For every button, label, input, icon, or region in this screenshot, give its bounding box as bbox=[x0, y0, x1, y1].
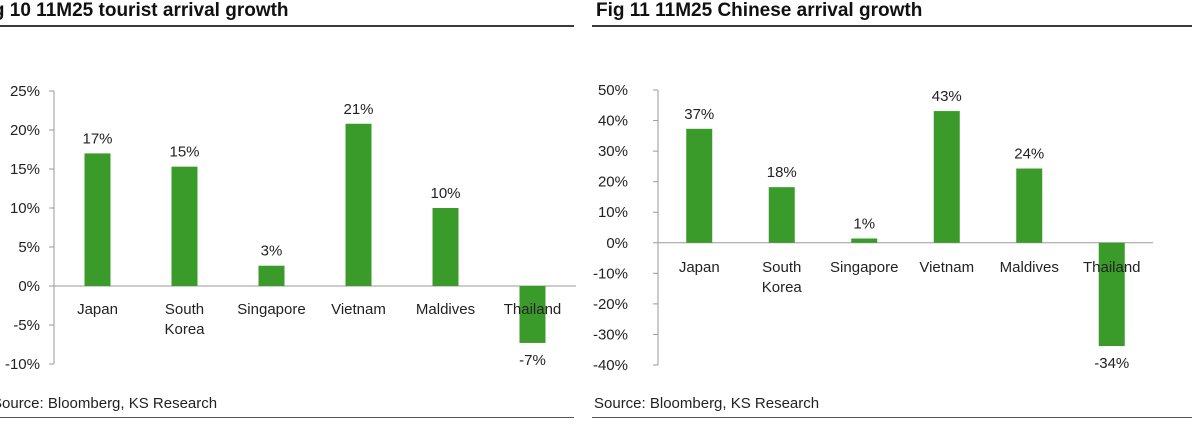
fig11-bar bbox=[851, 238, 878, 243]
fig10-y-tick-label: 0% bbox=[18, 278, 40, 295]
fig11-bar bbox=[933, 111, 960, 243]
fig11-bar bbox=[1016, 168, 1043, 243]
fig10-y-tick-label: 5% bbox=[18, 239, 40, 256]
fig11-data-label: 24% bbox=[1014, 146, 1044, 163]
fig11-category-label: Maldives bbox=[1000, 259, 1059, 276]
figure-10-panel: Fig 10 11M25 tourist arrival growth 25% 2… bbox=[0, 0, 578, 425]
fig11-y-tick-label: -20% bbox=[593, 296, 628, 313]
fig10-y-tick-label: 20% bbox=[10, 122, 40, 139]
fig10-category-label: Vietnam bbox=[331, 301, 386, 318]
figure-10-chart: 25% 20% 15% 10% 5% 0% -5% -10% 17% Japan 15% South K… bbox=[5, 83, 576, 373]
fig10-y-tick-label: 25% bbox=[10, 83, 40, 100]
fig11-y-tick-label: -10% bbox=[593, 265, 628, 282]
fig10-category-label: Thailand bbox=[504, 301, 562, 318]
figure-11-panel: Fig 11 11M25 Chinese arrival growth 50% 4… bbox=[592, 0, 1200, 425]
fig11-bar bbox=[768, 187, 795, 243]
figure-11-title-rule bbox=[592, 25, 1192, 27]
fig10-y-tick-label: 15% bbox=[10, 161, 40, 178]
fig11-data-label: 37% bbox=[684, 106, 714, 123]
fig10-category-label: South Korea bbox=[164, 301, 205, 338]
fig11-data-label: 1% bbox=[853, 216, 875, 233]
fig11-y-tick-label: -30% bbox=[593, 326, 628, 343]
figure-11-title: Fig 11 11M25 Chinese arrival growth bbox=[596, 0, 923, 21]
figure-10-title-rule bbox=[0, 25, 574, 27]
figure-11-chart: 50% 40% 30% 20% 10% 0% -10% -20% -30% -40% 37% Japa… bbox=[593, 82, 1153, 374]
fig10-data-label: 21% bbox=[343, 101, 373, 118]
fig11-category-label: Singapore bbox=[830, 259, 898, 276]
fig10-data-label: 17% bbox=[82, 130, 112, 147]
fig10-y-tick-label: 10% bbox=[10, 200, 40, 217]
fig10-category-label: Maldives bbox=[416, 301, 475, 318]
fig11-y-tick-label: 0% bbox=[606, 235, 628, 252]
fig11-category-label: Thailand bbox=[1083, 259, 1141, 276]
fig11-data-label: 43% bbox=[932, 88, 962, 105]
figure-10-title: Fig 10 11M25 tourist arrival growth bbox=[0, 0, 289, 21]
fig10-data-label: 3% bbox=[261, 243, 283, 260]
fig11-data-label: 18% bbox=[767, 164, 797, 181]
fig10-bar bbox=[84, 153, 111, 286]
fig11-y-tick-label: 30% bbox=[598, 143, 628, 160]
fig10-bar bbox=[519, 286, 546, 343]
fig10-data-label: 10% bbox=[430, 185, 460, 202]
fig10-bar bbox=[345, 123, 372, 286]
fig10-data-label: 15% bbox=[169, 144, 199, 161]
fig10-y-tick-label: -10% bbox=[5, 356, 40, 373]
fig11-category-label: South Korea bbox=[762, 259, 803, 296]
fig11-y-tick-label: 20% bbox=[598, 174, 628, 191]
fig11-category-label: Vietnam bbox=[919, 259, 974, 276]
fig10-category-label: Singapore bbox=[237, 301, 305, 318]
fig11-y-tick-label: 40% bbox=[598, 113, 628, 130]
fig11-y-tick-label: 10% bbox=[598, 204, 628, 221]
fig11-y-tick-label: 50% bbox=[598, 82, 628, 99]
figure-10-source: Source: Bloomberg, KS Research bbox=[0, 395, 218, 412]
fig10-data-label: -7% bbox=[519, 352, 546, 369]
fig11-bar bbox=[686, 128, 713, 243]
fig10-bar bbox=[258, 265, 285, 286]
fig11-y-tick-label: -40% bbox=[593, 357, 628, 374]
figure-11-source: Source: Bloomberg, KS Research bbox=[594, 395, 820, 412]
fig11-category-label: Japan bbox=[679, 259, 720, 276]
fig10-bar bbox=[171, 166, 198, 286]
fig10-bar bbox=[432, 208, 459, 286]
fig10-category-label: Japan bbox=[77, 301, 118, 318]
fig11-data-label: -34% bbox=[1094, 355, 1129, 372]
fig10-y-tick-label: -5% bbox=[13, 317, 40, 334]
figure-10-bottom-rule bbox=[0, 417, 574, 418]
fig11-bar bbox=[1098, 242, 1125, 347]
figure-11-bottom-rule bbox=[592, 417, 1192, 418]
